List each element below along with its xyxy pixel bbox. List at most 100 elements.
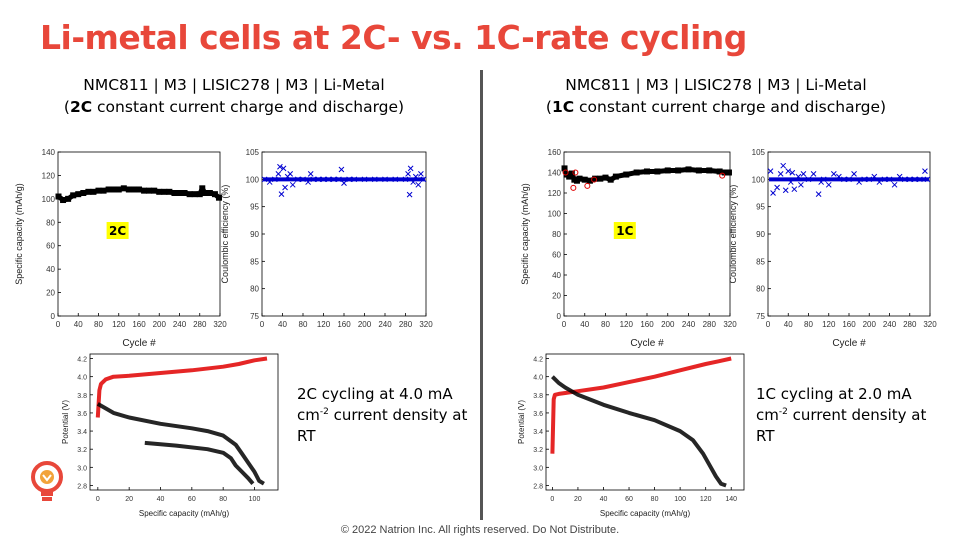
cap1c-ytick-label: 80 <box>552 230 561 239</box>
ce2c-point <box>305 179 311 185</box>
ce2c-point <box>338 166 345 173</box>
cap2c-xlabel: Cycle # <box>122 338 156 349</box>
ce2c-point <box>289 181 296 188</box>
voltage-curve-chart-1c: 0 20 40 60 80 100 120 140 2.8 3.0 3.2 3.4 3.6 3.8 4.0 4… <box>516 344 748 520</box>
ce2c-xtick-label: 320 <box>419 320 433 329</box>
cap1c-ylabel: Specific capacity (mAh/g) <box>520 183 530 285</box>
ce2c-ytick-label: 95 <box>250 203 259 212</box>
vcurve1c-xtick-label: 0 <box>550 496 554 503</box>
cap1c-point <box>581 176 588 183</box>
cap2c-xtick-label: 320 <box>213 320 227 329</box>
ce2c-point <box>325 176 332 183</box>
ce1c-ytick-label: 105 <box>752 148 766 157</box>
cap2c-xtick-label: 80 <box>94 320 103 329</box>
cap1c-ytick-label: 160 <box>548 148 562 157</box>
cap2c-point <box>199 185 206 192</box>
cap2c-point <box>141 187 148 194</box>
vcurve2c-ytick-label: 4.2 <box>77 357 87 364</box>
cap2c-ytick-label: 140 <box>42 148 56 157</box>
cap2c-ytick-label: 100 <box>42 195 56 204</box>
cap2c-point <box>100 187 107 194</box>
vcurve2c-ytick-label: 3.0 <box>77 465 87 472</box>
left-note-line1: 2C cycling at 4.0 mA <box>297 385 453 403</box>
ce1c-ytick-label: 75 <box>756 312 765 321</box>
cap2c-point <box>60 197 67 204</box>
ce2c-xtick-label: 240 <box>378 320 392 329</box>
left-note-exponent: -2 <box>319 407 329 417</box>
ce2c-point <box>280 165 287 172</box>
ce1c-point <box>789 169 796 176</box>
ce1c-point <box>891 181 898 188</box>
cap2c-ylabel: Specific capacity (mAh/g) <box>14 183 24 285</box>
cap1c-xtick-label: 280 <box>703 320 717 329</box>
left-note-unit: cm <box>297 406 320 424</box>
ce2c-point <box>320 176 327 183</box>
ce2c-point <box>275 171 282 177</box>
left-note-tail: current density at <box>328 406 468 424</box>
ce1c-point <box>846 176 852 183</box>
vcurve1c-ytick-label: 3.2 <box>533 447 543 454</box>
ce2c-ytick-label: 75 <box>250 312 259 321</box>
cap2c-point <box>120 185 127 192</box>
ce1c-xlabel: Cycle # <box>832 338 866 349</box>
cap2c-point <box>136 186 142 193</box>
cap1c-point <box>644 168 650 175</box>
cap1c-annotation-bg <box>613 222 636 239</box>
ce1c-point <box>780 162 787 169</box>
ce2c-point <box>392 176 399 183</box>
ce2c-point <box>310 176 317 183</box>
right-conditions-note: 1C cycling at 2.0 mA cm-2 current densit… <box>756 384 946 447</box>
cap2c-point <box>105 186 112 193</box>
vcurve2c-svg: 0 20 40 60 80 100 2.8 3.0 3.2 3.4 3.6 3.8 4.0 4.2 Spec… <box>61 353 279 518</box>
ce2c-point <box>420 176 427 183</box>
ce1c-point <box>810 171 817 177</box>
right-note-unit: cm <box>756 406 779 424</box>
panel-divider <box>480 70 483 520</box>
ce1c-point <box>841 176 847 183</box>
ce1c-point <box>886 176 893 183</box>
vcurve2c-xtick-label: 40 <box>157 496 165 503</box>
cap2c-ytick-label: 60 <box>46 242 55 251</box>
right-note-line2: cm-2 current density at <box>756 405 946 426</box>
ce1c-point <box>906 176 913 183</box>
ce2c-ylabel: Coulombic efficiency (%) <box>220 185 230 284</box>
ce1c-xtick-label: 80 <box>804 320 813 329</box>
cap1c-svg: 0 40 80 120 160 200 240 280 320 0 20 40 60 80 100 120 14… <box>520 148 737 349</box>
vcurve1c-xtick-label: 100 <box>674 496 686 503</box>
ce1c-point <box>911 176 918 183</box>
cap2c-point <box>191 191 198 198</box>
vcurve2c-xtick-label: 80 <box>219 496 227 503</box>
vcurve2c-series-1-line <box>96 402 265 486</box>
ce2c-point <box>405 171 411 177</box>
ce2c-point <box>278 191 285 197</box>
cap1c-point <box>566 173 573 180</box>
cap1c-xtick-label: 40 <box>580 320 589 329</box>
ce1c-point <box>785 168 792 174</box>
right-cell-stack: NMC811 | M3 | LISIC278 | M3 | Li-Metal <box>565 76 867 94</box>
left-note-line3: RT <box>297 427 316 445</box>
cap1c-point <box>592 175 599 182</box>
ce1c-xtick-label: 240 <box>883 320 897 329</box>
ce1c-point <box>881 176 888 183</box>
ce2c-point <box>382 176 388 183</box>
vcurve2c-series-2-line <box>144 440 255 485</box>
ce2c-point <box>341 180 347 187</box>
ce1c-point <box>782 187 789 194</box>
vcurve1c-series-0-line <box>550 356 732 454</box>
ce1c-point <box>777 171 784 177</box>
vcurve2c-ytick-label: 3.6 <box>77 411 87 418</box>
cap2c-point <box>115 186 122 193</box>
cap1c-point <box>597 175 604 182</box>
vcurve1c-xtick-label: 40 <box>600 496 608 503</box>
cap2c-xtick-label: 40 <box>74 320 83 329</box>
cap2c-point <box>215 194 222 201</box>
ce1c-point <box>836 173 842 180</box>
vcurve1c-ytick-label: 3.8 <box>533 393 543 400</box>
cap2c-point <box>206 190 213 196</box>
cap1c-point <box>612 173 619 180</box>
cap2c-point <box>125 186 132 193</box>
ce1c-point <box>820 176 827 183</box>
ce2c-point <box>371 176 378 183</box>
cap1c-ytick-label: 40 <box>552 271 561 280</box>
cap1c-xtick-label: 80 <box>601 320 610 329</box>
